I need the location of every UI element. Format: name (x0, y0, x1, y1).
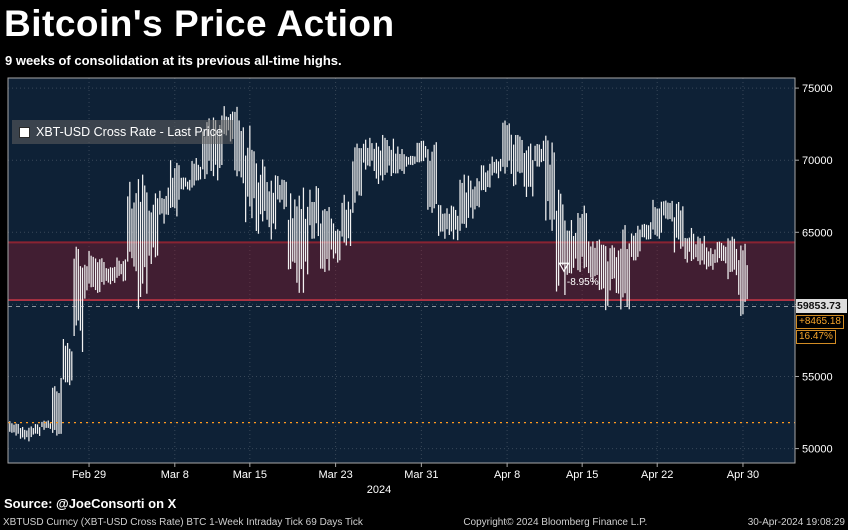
svg-text:50000: 50000 (802, 444, 833, 456)
price-change-percent: 16.47% (796, 330, 836, 344)
last-price-label: 59853.73 (796, 299, 847, 313)
footer-bar: XBTUSD Curncy (XBT-USD Cross Rate) BTC 1… (0, 517, 848, 528)
svg-text:Mar 31: Mar 31 (404, 469, 438, 481)
source-credit: Source: @JoeConsorti on X (4, 496, 177, 511)
legend-series-marker-icon (19, 126, 30, 138)
svg-text:Mar 15: Mar 15 (233, 469, 267, 481)
svg-text:Apr 15: Apr 15 (566, 469, 598, 481)
legend-series-label: XBT-USD Cross Rate - Last Price (36, 125, 223, 139)
page-title: Bitcoin's Price Action (4, 3, 395, 44)
svg-text:Apr 30: Apr 30 (727, 469, 759, 481)
chart-legend: XBT-USD Cross Rate - Last Price (12, 120, 233, 144)
svg-text:Mar 23: Mar 23 (318, 469, 352, 481)
svg-text:Apr 8: Apr 8 (494, 469, 520, 481)
svg-text:65000: 65000 (802, 227, 833, 239)
svg-text:Apr 22: Apr 22 (641, 469, 673, 481)
svg-text:55000: 55000 (802, 371, 833, 383)
svg-text:75000: 75000 (802, 83, 833, 95)
svg-text:2024: 2024 (367, 484, 391, 496)
svg-text:Feb 29: Feb 29 (72, 469, 106, 481)
svg-text:70000: 70000 (802, 155, 833, 167)
footer-datetime: 30-Apr-2024 19:08:29 (747, 517, 845, 528)
footer-copyright: Copyright© 2024 Bloomberg Finance L.P. (463, 517, 648, 528)
price-change-absolute: +8465.18 (796, 315, 844, 329)
svg-text:-8.95%: -8.95% (567, 277, 599, 288)
footer-ticker-info: XBTUSD Curncy (XBT-USD Cross Rate) BTC 1… (3, 517, 363, 528)
chart-subtitle: 9 weeks of consolidation at its previous… (5, 53, 342, 68)
svg-text:Mar 8: Mar 8 (161, 469, 189, 481)
